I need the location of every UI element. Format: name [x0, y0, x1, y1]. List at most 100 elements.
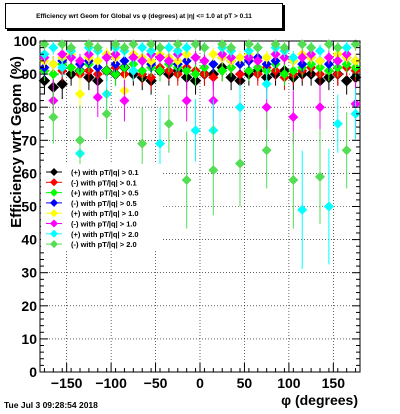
y-tick-label: 50: [21, 199, 37, 215]
data-point: [48, 59, 59, 70]
data-point: [252, 42, 263, 53]
data-point: [323, 201, 334, 212]
data-point: [92, 55, 103, 66]
data-point: [306, 42, 317, 53]
data-point: [128, 65, 139, 76]
data-point: [163, 55, 174, 66]
legend: (+) with pT/|q| > 0.1(-) with pT/|q| > 0…: [41, 164, 161, 250]
data-point: [208, 59, 219, 70]
data-point: [252, 55, 263, 66]
data-point: [75, 135, 85, 146]
legend-marker: [50, 229, 58, 238]
data-point: [75, 88, 85, 99]
data-point: [297, 39, 308, 50]
data-point: [66, 62, 77, 73]
data-point: [208, 165, 219, 176]
data-point: [341, 145, 352, 156]
x-tick-label: −100: [95, 375, 127, 391]
data-point: [181, 42, 192, 53]
data-point: [261, 102, 272, 113]
y-tick-label: 80: [21, 99, 37, 115]
legend-label: (-) with pT/|q| > 0.5: [71, 199, 137, 208]
legend-box: [41, 164, 161, 250]
series-7: [39, 39, 361, 229]
data-point: [128, 39, 139, 50]
data-point: [243, 39, 254, 50]
data-point: [101, 65, 112, 76]
data-point: [288, 52, 299, 63]
chart-title: Efficiency wrt Geom for Global vs φ (deg…: [36, 13, 252, 20]
data-point: [66, 42, 77, 53]
data-point: [217, 65, 228, 76]
legend-label: (+) with pT/|q| > 0.1: [71, 168, 139, 177]
data-point: [226, 42, 237, 53]
data-point: [350, 108, 361, 119]
timestamp: Tue Jul 3 09:28:54 2018: [4, 400, 98, 410]
data-point: [146, 39, 157, 50]
y-tick-label: 100: [14, 33, 38, 49]
data-point: [57, 39, 68, 50]
data-point: [155, 65, 165, 76]
data-point: [119, 42, 130, 53]
data-series: [38, 39, 362, 269]
data-point: [332, 55, 343, 66]
legend-marker: [50, 168, 58, 176]
data-point: [199, 55, 210, 66]
data-point: [163, 42, 174, 53]
title-box: Efficiency wrt Geom for Global vs φ (deg…: [5, 3, 283, 29]
legend-marker: [50, 198, 58, 207]
data-point: [341, 42, 352, 53]
data-point: [137, 65, 148, 76]
legend-label: (+) with pT/|q| > 0.5: [71, 189, 139, 198]
x-tick-label: 100: [277, 375, 301, 391]
data-point: [208, 49, 219, 60]
y-tick-label: 60: [21, 165, 37, 181]
data-point: [217, 39, 228, 50]
data-point: [332, 118, 343, 129]
data-point: [155, 138, 165, 149]
y-tick-label: 90: [21, 66, 37, 82]
data-point: [155, 52, 165, 63]
data-point: [137, 42, 148, 53]
data-point: [190, 52, 201, 63]
axes: 0 10 20 30 40 50 60 70 80 90 100 −150 −100 −50 0 50 100 1…: [14, 33, 360, 391]
data-point: [350, 39, 361, 50]
data-point: [243, 65, 254, 76]
x-tick-label: −150: [51, 375, 83, 391]
data-point: [163, 118, 174, 129]
data-point: [288, 65, 299, 76]
data-point: [235, 52, 245, 63]
data-point: [57, 49, 68, 60]
data-point: [110, 39, 121, 50]
legend-marker: [50, 219, 58, 228]
data-point: [181, 175, 192, 186]
data-point: [225, 71, 237, 84]
data-point: [235, 158, 245, 169]
data-point: [190, 125, 201, 136]
data-point: [199, 42, 210, 53]
data-point: [56, 78, 68, 90]
y-tick-label: 0: [29, 364, 37, 380]
x-axis-label: φ (degrees): [281, 392, 358, 408]
data-point: [181, 65, 192, 76]
legend-marker: [50, 178, 58, 187]
legend-label: (+) with pT/|q| > 1.0: [71, 209, 139, 218]
x-tick-label: −50: [144, 375, 168, 391]
data-point: [101, 108, 112, 119]
x-tick-label: 150: [322, 375, 346, 391]
data-point: [315, 45, 325, 56]
data-point: [332, 42, 343, 53]
data-point: [137, 138, 148, 149]
data-point: [288, 175, 299, 186]
data-point: [297, 52, 308, 63]
data-point: [110, 69, 121, 80]
data-point: [261, 52, 272, 63]
data-point: [48, 42, 59, 53]
data-point: [48, 112, 59, 123]
data-point: [261, 145, 272, 156]
data-point: [315, 55, 325, 66]
legend-label: (-) with pT/|q| > 0.1: [71, 178, 137, 187]
y-tick-label: 30: [21, 265, 37, 281]
data-point: [101, 52, 112, 63]
